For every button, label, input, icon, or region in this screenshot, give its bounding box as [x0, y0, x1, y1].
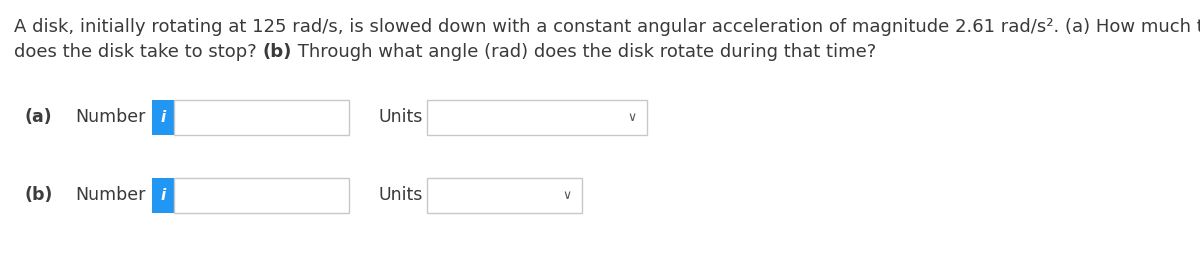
- Text: Through what angle (rad) does the disk rotate during that time?: Through what angle (rad) does the disk r…: [292, 43, 876, 61]
- Text: (b): (b): [263, 43, 292, 61]
- Text: Number: Number: [74, 109, 145, 126]
- Bar: [427, 100, 647, 135]
- Bar: [152, 100, 174, 135]
- Text: does the disk take to stop?: does the disk take to stop?: [14, 43, 263, 61]
- Text: ∨: ∨: [563, 189, 571, 202]
- Text: (a): (a): [25, 109, 53, 126]
- Text: A disk, initially rotating at 125 rad/s, is slowed down with a constant angular : A disk, initially rotating at 125 rad/s,…: [14, 18, 1200, 36]
- Bar: [427, 178, 582, 213]
- Bar: [174, 100, 349, 135]
- Text: i: i: [161, 188, 166, 203]
- Text: (b): (b): [25, 186, 53, 205]
- Text: Number: Number: [74, 186, 145, 205]
- Bar: [174, 178, 349, 213]
- Text: ∨: ∨: [628, 111, 636, 124]
- Text: i: i: [161, 110, 166, 125]
- Text: Units: Units: [379, 109, 424, 126]
- Text: Units: Units: [379, 186, 424, 205]
- Bar: [152, 178, 174, 213]
